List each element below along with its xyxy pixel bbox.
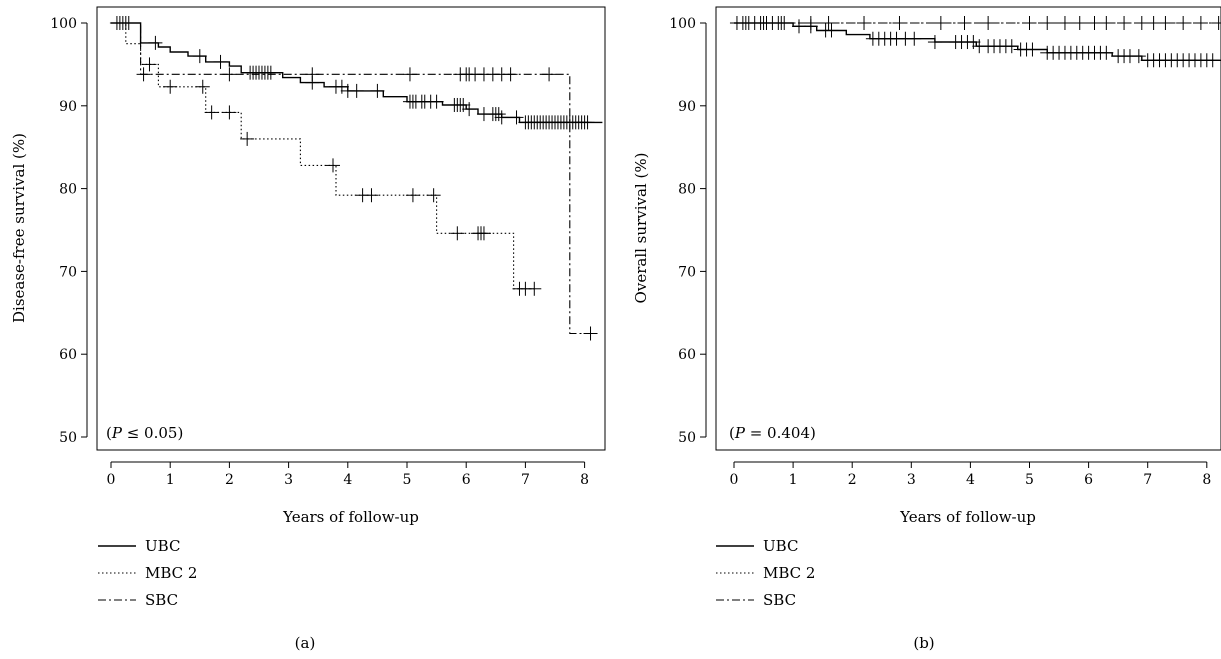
x-tick-label: 4 — [966, 472, 975, 488]
axis-ticks: 0 1 2 3 4 5 6 7 8 50 60 70 80 90 100 — [669, 16, 1211, 488]
legend: UBC MBC 2 SBC — [716, 537, 815, 609]
y-tick-label: 50 — [678, 430, 696, 446]
series-line-sbc — [111, 22, 585, 335]
y-tick-label: 90 — [59, 99, 77, 115]
x-axis-title: Years of follow-up — [282, 508, 419, 526]
y-tick-label: 100 — [669, 16, 696, 32]
axis-ticks: 0 1 2 3 4 5 6 7 8 50 60 70 80 90 100 — [50, 16, 589, 488]
y-axis-title: Overall survival (%) — [632, 153, 650, 304]
series-line-ubc — [111, 22, 603, 124]
x-tick-label: 3 — [907, 472, 916, 488]
panel-label: (a) — [295, 634, 316, 652]
x-tick-label: 1 — [166, 472, 175, 488]
y-tick-label: 60 — [678, 347, 696, 363]
panel-a-disease-free-survival: 0 1 2 3 4 5 6 7 8 50 60 70 80 90 100 Years of follow-u… — [10, 6, 606, 652]
panel-label: (b) — [913, 634, 934, 652]
legend-label: SBC — [145, 591, 178, 609]
x-tick-label: 1 — [789, 472, 798, 488]
x-tick-label: 5 — [403, 472, 412, 488]
y-tick-label: 80 — [59, 182, 77, 198]
x-tick-label: 2 — [225, 472, 234, 488]
legend-label: UBC — [145, 537, 180, 555]
x-tick-label: 0 — [730, 472, 739, 488]
x-tick-label: 4 — [343, 472, 352, 488]
y-tick-label: 90 — [678, 99, 696, 115]
x-tick-label: 3 — [284, 472, 293, 488]
x-tick-label: 2 — [848, 472, 857, 488]
series-layer — [729, 16, 1221, 68]
x-tick-label: 5 — [1025, 472, 1034, 488]
y-tick-label: 100 — [50, 16, 77, 32]
x-tick-label: 6 — [462, 472, 471, 488]
x-tick-label: 7 — [521, 472, 530, 488]
legend-label: SBC — [763, 591, 796, 609]
plot-frame — [96, 6, 606, 451]
x-tick-label: 8 — [1202, 472, 1211, 488]
legend-label: MBC 2 — [145, 564, 197, 582]
y-tick-label: 70 — [678, 264, 696, 280]
x-tick-label: 7 — [1143, 472, 1152, 488]
panel-b-overall-survival: 0 1 2 3 4 5 6 7 8 50 60 70 80 90 100 Years of follow-u… — [632, 6, 1221, 652]
y-tick-label: 60 — [59, 347, 77, 363]
x-tick-label: 0 — [107, 472, 116, 488]
y-axis-title: Disease-free survival (%) — [10, 133, 28, 323]
p-value-annotation: (P ≤ 0.05) — [106, 424, 183, 442]
series-layer — [109, 16, 603, 341]
legend-label: UBC — [763, 537, 798, 555]
y-tick-label: 80 — [678, 182, 696, 198]
legend: UBC MBC 2 SBC — [98, 537, 197, 609]
x-tick-label: 8 — [580, 472, 589, 488]
x-tick-label: 6 — [1084, 472, 1093, 488]
legend-label: MBC 2 — [763, 564, 815, 582]
x-axis-title: Years of follow-up — [899, 508, 1036, 526]
y-tick-label: 70 — [59, 264, 77, 280]
series-line-mbc-2 — [111, 22, 538, 290]
p-value-annotation: (P = 0.404) — [729, 424, 816, 442]
y-tick-label: 50 — [59, 430, 77, 446]
plot-frame — [715, 6, 1221, 451]
